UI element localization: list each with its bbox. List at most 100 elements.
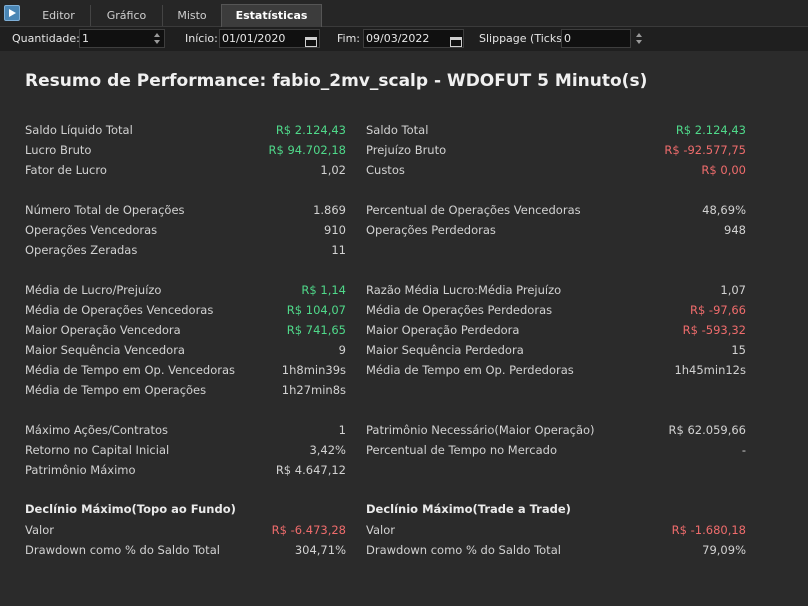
play-icon[interactable] xyxy=(4,5,20,21)
stat-label: Retorno no Capital Inicial xyxy=(25,443,170,457)
stat-row: Média de Operações Vencedoras R$ 104,07 xyxy=(25,302,346,318)
stat-row: Operações Zeradas 11 xyxy=(25,242,346,258)
stat-value: 1h27min8s xyxy=(281,383,346,397)
stat-label: Saldo Líquido Total xyxy=(25,123,133,137)
tab-grafico[interactable]: Gráfico xyxy=(91,5,163,26)
tab-estatisticas[interactable]: Estatísticas xyxy=(221,4,322,27)
stat-row: Saldo Líquido Total R$ 2.124,43 xyxy=(25,122,346,138)
stat-label: Razão Média Lucro:Média Prejuízo xyxy=(366,283,562,297)
fim-date-input[interactable]: 09/03/2022 xyxy=(363,29,464,48)
quantidade-spinner[interactable] xyxy=(152,30,162,47)
stat-value: 1.869 xyxy=(313,203,346,217)
stat-value: R$ -6.473,28 xyxy=(271,523,346,537)
stat-value: 1,02 xyxy=(320,163,346,177)
stat-value: 948 xyxy=(724,223,746,237)
stat-row: Retorno no Capital Inicial 3,42% xyxy=(25,442,346,458)
stat-label: Drawdown como % do Saldo Total xyxy=(25,543,220,557)
stat-row: Maior Sequência Perdedora 15 xyxy=(366,342,746,358)
stat-row: Fator de Lucro 1,02 xyxy=(25,162,346,178)
stat-label: Maior Sequência Perdedora xyxy=(366,343,524,357)
stat-label: Maior Operação Perdedora xyxy=(366,323,520,337)
stat-value: R$ 0,00 xyxy=(701,163,746,177)
inicio-date-input[interactable]: 01/01/2020 xyxy=(219,29,320,48)
stat-label: Percentual de Tempo no Mercado xyxy=(366,443,557,457)
stat-label: Operações Vencedoras xyxy=(25,223,158,237)
tab-editor[interactable]: Editor xyxy=(27,5,91,26)
stat-value: 15 xyxy=(731,343,746,357)
stat-value: R$ 1,14 xyxy=(301,283,346,297)
stat-label: Lucro Bruto xyxy=(25,143,92,157)
stat-label: Média de Operações Perdedoras xyxy=(366,303,553,317)
stat-label: Valor xyxy=(25,523,54,537)
stat-label: Patrimônio Máximo xyxy=(25,463,136,477)
stat-label: Maior Sequência Vencedora xyxy=(25,343,185,357)
stat-value: 79,09% xyxy=(702,543,746,557)
stat-row: Média de Tempo em Op. Vencedoras 1h8min39… xyxy=(25,362,346,378)
stat-row: Valor R$ -6.473,28 xyxy=(25,522,346,538)
stat-label: Operações Zeradas xyxy=(25,243,138,257)
stat-row: Percentual de Operações Vencedoras 48,69% xyxy=(366,202,746,218)
stat-label: Máximo Ações/Contratos xyxy=(25,423,169,437)
stat-row: Média de Tempo em Op. Perdedoras 1h45min1… xyxy=(366,362,746,378)
toolbar: Quantidade: 1 Início: 01/01/2020 Fim: 09… xyxy=(0,27,808,51)
stat-row: Saldo Total R$ 2.124,43 xyxy=(366,122,746,138)
stat-label: Drawdown como % do Saldo Total xyxy=(366,543,561,557)
tab-misto[interactable]: Misto xyxy=(177,9,207,22)
tab-bar: Editor Gráfico Misto Estatísticas xyxy=(0,0,808,27)
page-title: Resumo de Performance: fabio_2mv_scalp -… xyxy=(25,71,648,91)
stat-label: Percentual de Operações Vencedoras xyxy=(366,203,581,217)
stat-row: Patrimônio Máximo R$ 4.647,12 xyxy=(25,462,346,478)
calendar-icon[interactable] xyxy=(305,32,317,47)
stat-row: Drawdown como % do Saldo Total 79,09% xyxy=(366,542,746,558)
stat-label: Patrimônio Necessário(Maior Operação) xyxy=(366,423,595,437)
stat-label: Saldo Total xyxy=(366,123,429,137)
stat-row: Maior Sequência Vencedora 9 xyxy=(25,342,346,358)
stat-value: 48,69% xyxy=(702,203,746,217)
stat-row: Máximo Ações/Contratos 1 xyxy=(25,422,346,438)
stat-label: Média de Tempo em Op. Perdedoras xyxy=(366,363,574,377)
stat-value: R$ 4.647,12 xyxy=(275,463,346,477)
stat-label: Número Total de Operações xyxy=(25,203,185,217)
stat-row: Média de Tempo em Operações 1h27min8s xyxy=(25,382,346,398)
stat-label: Valor xyxy=(366,523,395,537)
stat-row: Média de Operações Perdedoras R$ -97,66 xyxy=(366,302,746,318)
stat-value: 9 xyxy=(338,343,346,357)
stat-row: Drawdown como % do Saldo Total 304,71% xyxy=(25,542,346,558)
stat-label: Média de Tempo em Operações xyxy=(25,383,207,397)
calendar-icon[interactable] xyxy=(450,32,462,47)
slippage-input[interactable]: 0 xyxy=(561,29,631,48)
stat-value: 11 xyxy=(331,243,346,257)
stat-row: Prejuízo Bruto R$ -92.577,75 xyxy=(366,142,746,158)
stat-value: R$ 741,65 xyxy=(286,323,346,337)
slippage-spinner[interactable] xyxy=(634,30,644,47)
inicio-label: Início: xyxy=(185,32,218,45)
stat-value: 304,71% xyxy=(294,543,346,557)
slippage-label: Slippage (Ticks): xyxy=(479,32,570,45)
fim-label: Fim: xyxy=(337,32,361,45)
stat-value: R$ -1.680,18 xyxy=(671,523,746,537)
stat-row: Maior Operação Perdedora R$ -593,32 xyxy=(366,322,746,338)
stat-label: Custos xyxy=(366,163,405,177)
stat-row: Número Total de Operações 1.869 xyxy=(25,202,346,218)
stat-value: 1h8min39s xyxy=(281,363,346,377)
section-heading: Declínio Máximo(Trade a Trade) xyxy=(366,502,571,516)
stat-value: 910 xyxy=(324,223,346,237)
quantidade-input[interactable]: 1 xyxy=(79,29,165,48)
stat-row: Operações Perdedoras 948 xyxy=(366,222,746,238)
stat-label: Média de Lucro/Prejuízo xyxy=(25,283,162,297)
stat-row: Valor R$ -1.680,18 xyxy=(366,522,746,538)
stat-value: 1,07 xyxy=(720,283,746,297)
stat-label: Média de Tempo em Op. Vencedoras xyxy=(25,363,235,377)
stat-label: Maior Operação Vencedora xyxy=(25,323,181,337)
stat-label: Operações Perdedoras xyxy=(366,223,496,237)
stat-row: Maior Operação Vencedora R$ 741,65 xyxy=(25,322,346,338)
stat-row: Percentual de Tempo no Mercado - xyxy=(366,442,746,458)
stat-label: Prejuízo Bruto xyxy=(366,143,447,157)
stat-value: 1h45min12s xyxy=(674,363,746,377)
stat-value: R$ 104,07 xyxy=(286,303,346,317)
stat-value: R$ -593,32 xyxy=(682,323,746,337)
stat-value: R$ 94.702,18 xyxy=(268,143,347,157)
stat-value: R$ -97,66 xyxy=(689,303,746,317)
stat-value: R$ 2.124,43 xyxy=(675,123,746,137)
stat-value: - xyxy=(741,443,746,457)
